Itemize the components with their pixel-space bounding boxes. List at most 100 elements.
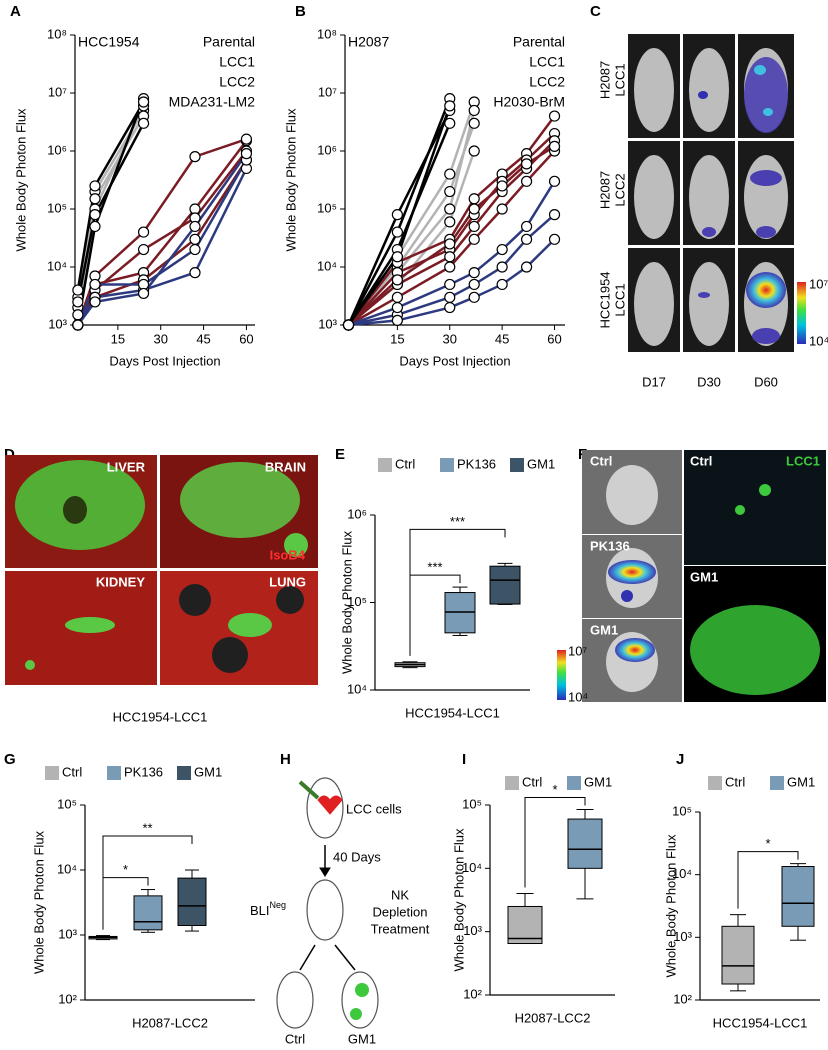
x-tick-label: 30 [153, 331, 167, 346]
panel-letter: J [676, 751, 684, 768]
point [89, 193, 101, 205]
point [468, 203, 480, 215]
point [189, 151, 201, 163]
panel-d: LIVER BRAIN KIDNEY LUNG IsoB4 HCC1954-LC… [5, 455, 318, 724]
box [133, 895, 163, 931]
column-label: D60 [754, 374, 778, 389]
diagram-label: Neg [270, 900, 287, 910]
x-axis-title: H2087-LCC2 [515, 1010, 591, 1025]
colorbar-label: 10⁴ [809, 333, 828, 348]
significance-bracket [737, 851, 799, 909]
legend-swatch [505, 776, 519, 790]
y-axis-title: Whole Body Photon Flux [13, 108, 28, 252]
panel-letter: A [10, 3, 21, 20]
box [507, 905, 543, 945]
image-label: GM1 [590, 622, 618, 637]
y-tick-label: 10³ [58, 926, 77, 941]
y-axis-title: Whole Body Photon Flux [31, 830, 46, 974]
panel-h-text: LCC cells 40 Days BLINeg NK Depletion Tr… [250, 801, 430, 1046]
legend-label: Ctrl [395, 456, 415, 471]
y-tick-label: 10⁷ [48, 84, 67, 99]
panel-letter: E [335, 446, 345, 463]
sample-label: H2087 [348, 34, 389, 50]
point [240, 148, 253, 160]
diagram-label: BLINeg [250, 900, 286, 918]
image-label: PK136 [590, 538, 630, 553]
column-label: D17 [642, 374, 666, 389]
point [137, 226, 150, 238]
marker-label: LCC1 [786, 453, 820, 468]
panel-letter: H [280, 751, 291, 768]
point [137, 287, 150, 300]
image-label: Ctrl [590, 453, 612, 468]
point [137, 117, 150, 129]
x-axis-title: HCC1954-LCC1 [405, 705, 500, 720]
point [444, 100, 456, 112]
y-tick-label: 10⁵ [462, 796, 482, 811]
legend-label: LCC2 [529, 74, 565, 90]
y-tick-label: 10⁵ [672, 803, 692, 818]
y-tick-label: 10² [58, 991, 77, 1006]
y-tick-label: 10⁷ [318, 84, 337, 99]
legend-label: Parental [513, 34, 565, 50]
legend-label: Parental [203, 34, 255, 50]
point [468, 291, 480, 303]
point [89, 209, 101, 221]
legend-label: Ctrl [725, 774, 745, 789]
row-label: LCC1 [612, 283, 627, 316]
legend-swatch [708, 776, 722, 790]
point [189, 220, 201, 233]
point [496, 278, 508, 291]
significance-bracket [524, 796, 586, 888]
legend-label: Ctrl [62, 764, 82, 779]
image-label: Ctrl [690, 453, 712, 468]
legend-label: GM1 [787, 774, 815, 789]
significance-label: * [123, 862, 128, 877]
point [548, 140, 561, 153]
legend-label: GM1 [194, 764, 222, 779]
point [391, 274, 403, 286]
y-axis-title: Whole Body Photon Flux [663, 834, 678, 978]
x-axis-title: H2087-LCC2 [132, 1015, 208, 1030]
line [347, 122, 476, 326]
significance-label: ** [142, 820, 152, 835]
legend-swatch [45, 766, 59, 780]
point [189, 267, 201, 279]
diagram-label: NK [391, 887, 409, 902]
point [496, 243, 508, 256]
x-tick-label: 45 [495, 331, 509, 346]
row-label: LCC1 [612, 63, 627, 96]
image-label: LUNG [269, 574, 306, 589]
point [548, 110, 561, 122]
image-label: GM1 [690, 569, 718, 584]
point [240, 133, 253, 145]
point [444, 185, 456, 198]
colorbar [557, 650, 566, 700]
y-axis-title: Whole Body Photon Flux [451, 828, 466, 972]
x-tick-label: 60 [239, 331, 253, 346]
point [391, 209, 403, 221]
point [137, 96, 150, 108]
legend-swatch [770, 776, 784, 790]
y-tick-label: 10⁵ [347, 594, 367, 609]
point [496, 180, 508, 192]
image-label: LIVER [107, 459, 146, 474]
y-tick-label: 10⁶ [317, 142, 337, 157]
y-tick-label: 10³ [48, 316, 67, 331]
point [444, 203, 456, 215]
y-tick-label: 10⁵ [57, 796, 77, 811]
point [444, 251, 456, 263]
y-axis-title: Whole Body Photon Flux [283, 108, 298, 252]
panel-letter: I [462, 751, 466, 768]
diagram-label: GM1 [348, 1031, 376, 1046]
point [342, 319, 355, 331]
point [468, 193, 480, 205]
y-tick-label: 10⁵ [317, 200, 337, 215]
point [391, 314, 403, 327]
significance-bracket [102, 835, 193, 930]
box [781, 865, 815, 927]
column-label: D30 [697, 374, 721, 389]
box [721, 925, 755, 985]
x-tick-label: 15 [111, 331, 125, 346]
stain-label: IsoB4 [270, 547, 306, 562]
